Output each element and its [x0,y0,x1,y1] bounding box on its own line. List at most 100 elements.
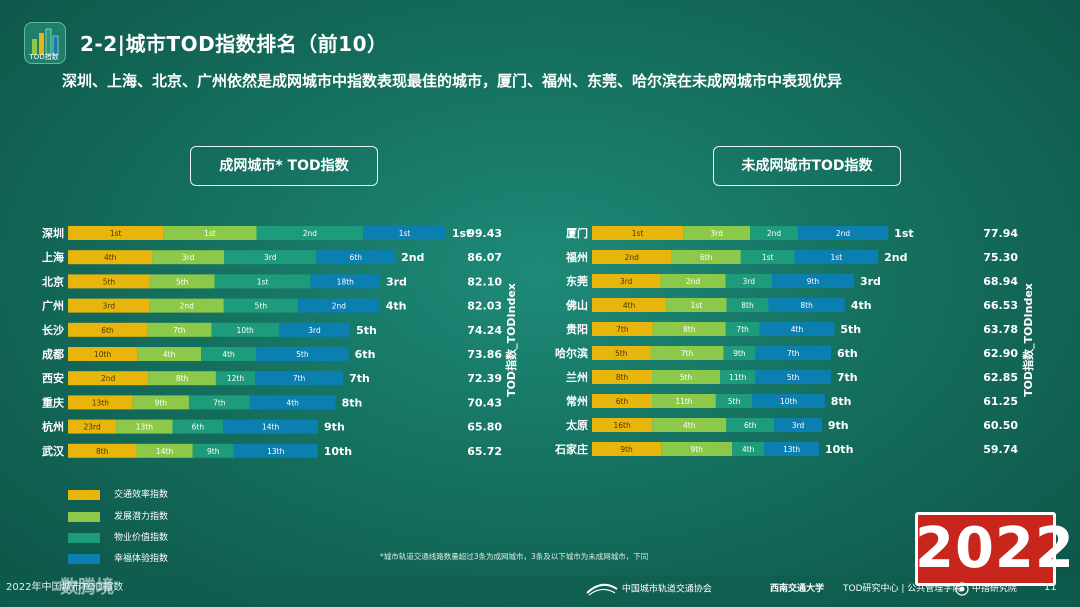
segment-rank-label: 2nd [332,302,347,311]
city-label: 广州 [42,299,64,313]
bar-segment [592,418,653,432]
total-value-label: 73.86 [467,348,502,361]
segment-rank-label: 3rd [743,277,756,286]
legend-label: 幸福体验指数 [114,554,169,564]
bar-segment [592,394,653,408]
total-value-label: 62.90 [983,347,1018,360]
city-label: 福州 [565,250,588,264]
city-label: 成都 [42,347,64,361]
bar-segment [223,298,299,313]
city-label: 上海 [42,250,64,264]
segment-rank-label: 5th [255,302,268,311]
legend-swatch [68,554,100,564]
legend-swatch [68,512,100,522]
metro-swoosh-icon [586,583,618,596]
page-title: 2-2|城市TOD指数排名（前10） [80,32,388,56]
total-value-label: 82.03 [467,300,502,313]
city-label: 杭州 [42,420,64,434]
bar-segment [68,419,117,434]
logo-text: TOD指数 [29,53,59,61]
bar-segment [149,298,224,313]
bar-segment [774,418,822,432]
segment-rank-label: 13th [783,445,800,454]
bar-segment [715,394,753,408]
legend-item-happiness: 幸福体验指数 [68,551,268,567]
city-label: 长沙 [42,323,64,337]
segment-rank-label: 6th [744,421,757,430]
bar-segment [771,274,854,288]
bar-segment [652,394,716,408]
bar-segment [764,442,820,456]
segment-rank-label: 8th [616,373,629,382]
segment-rank-label: 4th [163,350,176,359]
bar-segment [137,347,202,361]
chart-title-networked: 成网城市* TOD指数 [190,146,378,186]
footer-brand: 数腾境 [60,577,114,598]
bar-segment [726,418,775,432]
bar-segment [592,250,672,264]
segment-rank-label: 3rd [710,229,723,238]
overall-rank-label: 4th [386,300,407,313]
city-label: 北京 [42,274,64,288]
legend-item-property: 物业价值指数 [68,530,268,546]
segment-rank-label: 11th [675,397,692,406]
bar-segment [797,226,889,240]
overall-rank-label: 9th [324,421,345,434]
bar-segment [224,250,317,265]
bar-segment [68,371,149,386]
segment-rank-label: 16th [613,421,630,430]
legend-label: 物业价值指数 [114,533,169,543]
segment-rank-label: 6th [192,423,205,432]
segment-rank-label: 2nd [836,229,851,238]
segment-rank-label: 13th [92,398,109,407]
city-label: 哈尔滨 [555,346,588,360]
bar-segment [249,395,336,410]
overall-rank-label: 8th [831,395,852,408]
bar-segment [592,370,653,384]
segment-rank-label: 6th [350,253,363,262]
total-value-label: 59.74 [983,443,1018,456]
segment-rank-label: 5th [615,349,628,358]
overall-rank-label: 2nd [401,251,424,264]
total-value-label: 65.72 [467,445,502,458]
bar-segment [132,395,189,410]
bar-segment [211,322,279,337]
year-badge-text: 2022 [915,516,1075,581]
bar-segment [68,226,164,240]
overall-rank-label: 9th [828,419,849,432]
bar-segment [794,250,879,264]
overall-rank-label: 1st [452,227,471,240]
bar-segment [592,226,684,240]
bar-segment [660,274,726,288]
segment-rank-label: 7th [293,374,306,383]
total-value-label: 75.30 [983,251,1018,264]
footnote: *城市轨道交通线路数量超过3条为成网城市，3条及以下城市为未成网城市，下同 [380,552,649,561]
bar-segment [255,371,344,386]
bar-segment [172,419,224,434]
total-value-label: 86.07 [467,251,502,264]
total-value-label: 82.10 [467,275,502,288]
overall-rank-label: 5th [840,323,861,336]
bar-chart-icon [32,28,59,56]
bar-segment [755,346,832,360]
segment-rank-label: 1st [110,229,122,238]
total-value-label: 62.85 [983,371,1018,384]
overall-rank-label: 10th [324,445,352,458]
total-value-label: 68.94 [983,275,1018,288]
page-number: 11 [1044,582,1057,593]
bar-segment [720,370,756,384]
segment-rank-label: 9th [155,398,168,407]
logo-label: 中国城市轨道交通协会 [621,584,712,595]
segment-rank-label: 9th [207,447,220,456]
bar-segment [723,346,756,360]
segment-rank-label: 9th [807,277,820,286]
segment-rank-label: 9th [733,349,746,358]
segment-rank-label: 4th [286,398,299,407]
segment-rank-label: 2nd [303,229,318,238]
overall-rank-label: 5th [356,324,377,337]
segment-rank-label: 1st [257,277,269,286]
segment-rank-label: 5th [103,277,116,286]
segment-rank-label: 3rd [308,326,321,335]
legend-swatch [68,533,100,543]
segment-rank-label: 8th [96,447,109,456]
